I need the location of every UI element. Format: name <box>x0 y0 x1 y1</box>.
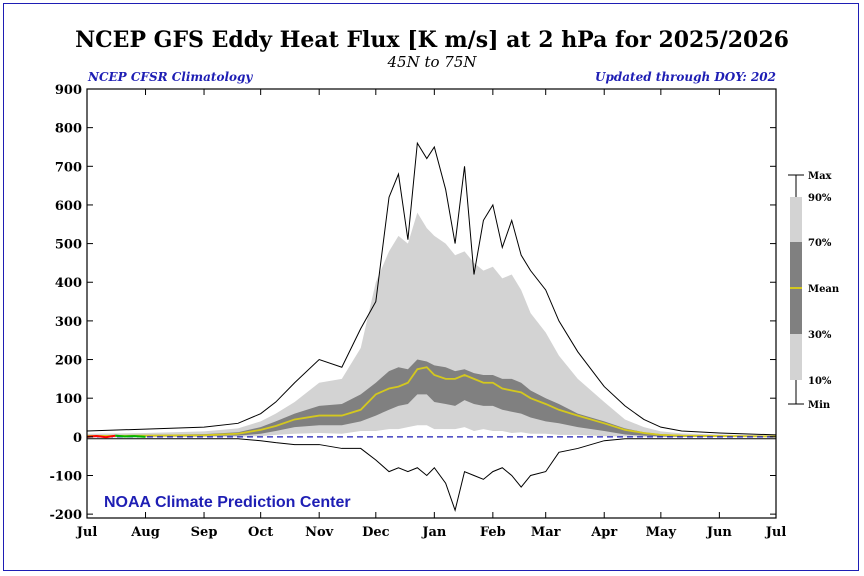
x-tick-label: Aug <box>130 525 160 540</box>
legend-label-p30: 30% <box>808 330 832 341</box>
legend-label-max: Max <box>808 171 833 182</box>
min-line <box>87 438 776 513</box>
x-tick-label: Mar <box>531 525 561 540</box>
y-tick-label: -200 <box>49 508 82 523</box>
chart-subtitle: 45N to 75N <box>386 53 477 71</box>
y-tick-label: 500 <box>55 238 82 253</box>
band-legend: Max 90% 70% Mean 30% 10% Min <box>788 171 840 411</box>
y-tick-label: 700 <box>55 160 82 175</box>
x-tick-label: Dec <box>362 525 390 540</box>
x-tick-label: Jul <box>76 525 98 540</box>
legend-label-min: Min <box>808 400 831 411</box>
max-line <box>86 141 777 436</box>
x-tick-label: Nov <box>305 525 334 540</box>
y-tick-label: 300 <box>55 315 82 330</box>
climatology-note: NCEP CFSR Climatology <box>87 70 253 84</box>
x-tick-label: Apr <box>590 525 617 540</box>
x-tick-label: Jun <box>706 525 733 540</box>
y-tick-label: 800 <box>55 122 82 137</box>
x-tick-label: Feb <box>480 525 506 540</box>
y-tick-label: 600 <box>55 199 82 214</box>
chart-title: NCEP GFS Eddy Heat Flux [K m/s] at 2 hPa… <box>75 27 789 53</box>
band-30-70 <box>87 359 776 437</box>
mean-line <box>86 366 777 438</box>
x-tick-label: Sep <box>191 525 218 540</box>
y-tick-label: 200 <box>55 354 82 369</box>
plot-area: 900 800 700 600 500 400 300 200 100 0 -100 -200 Jul A… <box>49 83 786 540</box>
y-tick-label: 400 <box>55 276 82 291</box>
legend-label-p90: 90% <box>808 193 832 204</box>
x-tick-label: Jan <box>421 525 447 540</box>
y-tick-label: 900 <box>55 83 82 98</box>
legend-label-p70: 70% <box>808 238 832 249</box>
legend-label-mean: Mean <box>808 284 840 295</box>
plot-border <box>86 88 777 519</box>
x-tick-label: Jul <box>765 525 787 540</box>
credit-label: NOAA Climate Prediction Center <box>104 494 351 511</box>
band-10-90 <box>87 212 776 438</box>
legend-label-p10: 10% <box>808 376 832 387</box>
figure-frame <box>3 3 859 571</box>
x-tick-label: May <box>646 525 677 540</box>
y-tick-label: -100 <box>49 469 82 484</box>
y-tick-label: 0 <box>73 431 82 446</box>
updated-note: Updated through DOY: 202 <box>595 70 776 84</box>
x-tick-label: Oct <box>248 525 273 540</box>
current-year-line-late <box>115 434 146 438</box>
y-tick-label: 100 <box>55 392 82 407</box>
